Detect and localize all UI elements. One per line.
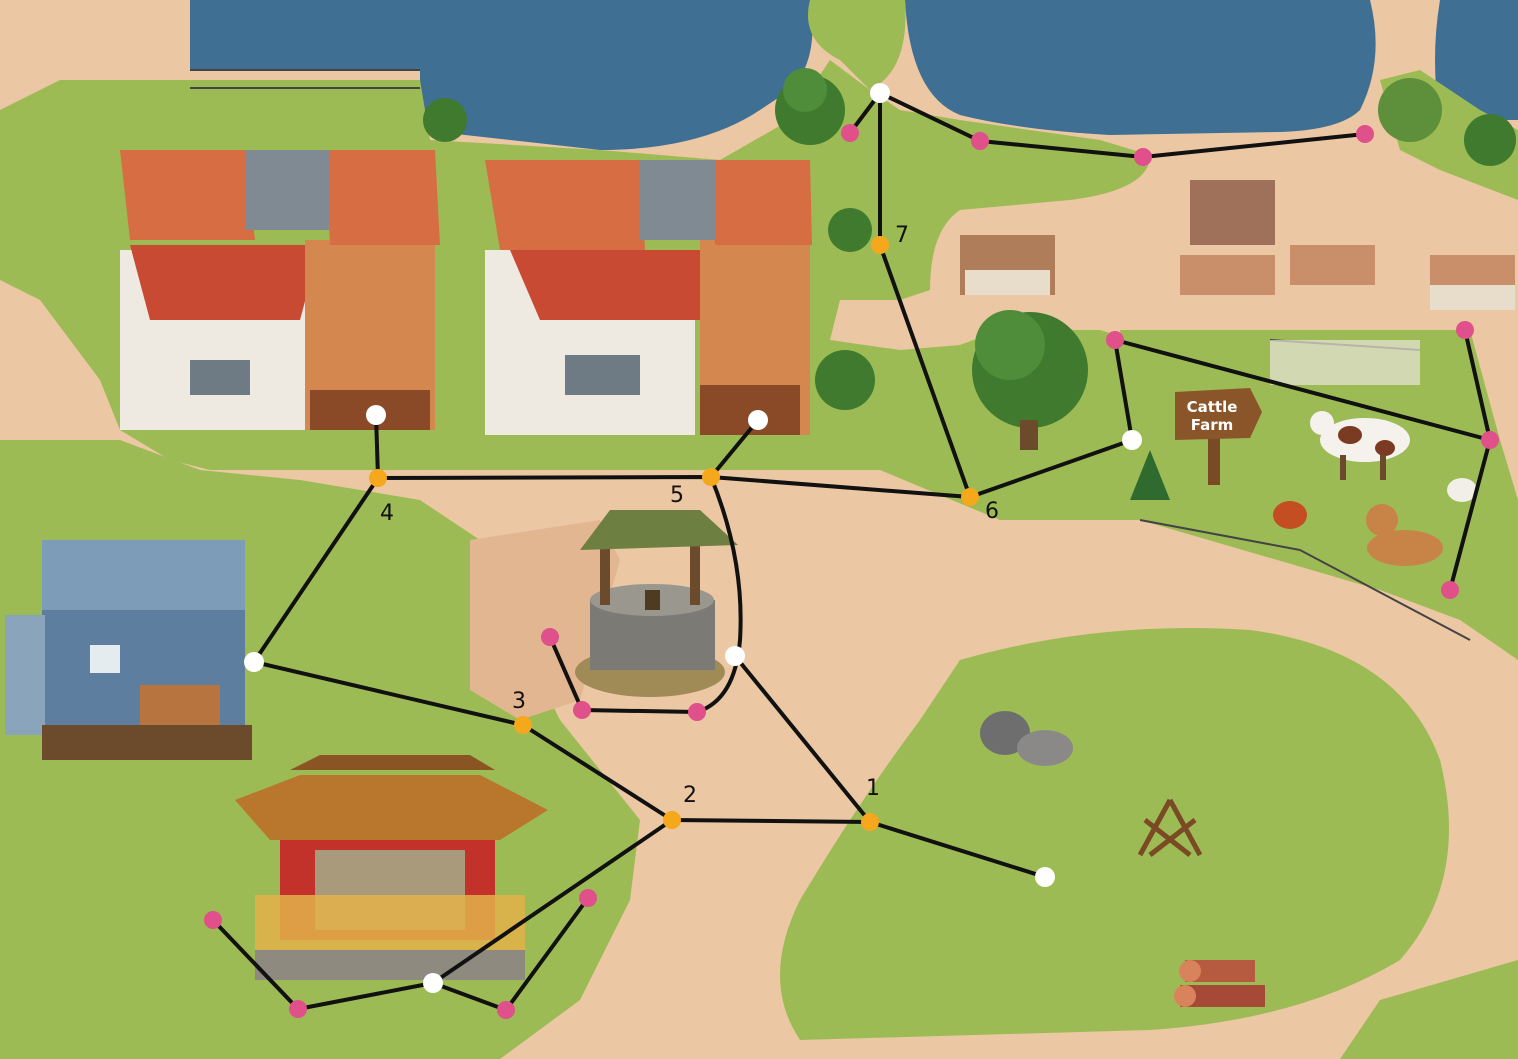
waypoint-pink[interactable] xyxy=(1356,125,1374,143)
waypoint-white[interactable] xyxy=(423,973,443,993)
waypoint-white[interactable] xyxy=(366,405,386,425)
waypoint-pink[interactable] xyxy=(573,701,591,719)
cow-icon xyxy=(1310,411,1410,480)
waypoint-pink[interactable] xyxy=(1456,321,1474,339)
waypoint-white[interactable] xyxy=(1122,430,1142,450)
waypoint-pink[interactable] xyxy=(497,1001,515,1019)
node-label-1: 1 xyxy=(866,776,880,801)
node-label-2: 2 xyxy=(683,783,697,808)
waypoint-2[interactable] xyxy=(663,811,681,829)
waypoint-6[interactable] xyxy=(961,488,979,506)
node-label-6: 6 xyxy=(985,499,999,524)
tree-icon xyxy=(423,68,1516,500)
waypoint-pink[interactable] xyxy=(204,911,222,929)
waypoint-pink[interactable] xyxy=(541,628,559,646)
rock-icon xyxy=(980,711,1073,766)
waypoint-4[interactable] xyxy=(369,469,387,487)
node-label-7: 7 xyxy=(895,223,909,248)
water-area xyxy=(190,0,1518,150)
chicken-icon xyxy=(1273,478,1477,529)
waypoint-pink[interactable] xyxy=(1106,331,1124,349)
waypoints xyxy=(204,83,1499,1019)
log-pile-icon xyxy=(1174,960,1265,1007)
waypoint-white[interactable] xyxy=(244,652,264,672)
waypoint-white[interactable] xyxy=(1035,867,1055,887)
node-labels: 1 2 3 4 5 6 7 xyxy=(380,223,999,808)
waypoint-3[interactable] xyxy=(514,716,532,734)
waypoint-pink[interactable] xyxy=(971,132,989,150)
well-icon xyxy=(575,510,738,697)
waypoint-pink[interactable] xyxy=(1441,581,1459,599)
waypoint-pink[interactable] xyxy=(579,889,597,907)
node-label-4: 4 xyxy=(380,501,394,526)
waypoint-pink[interactable] xyxy=(289,1000,307,1018)
campfire-icon xyxy=(1137,798,1203,857)
waypoint-5[interactable] xyxy=(702,468,720,486)
sign-text-line2: Farm xyxy=(1191,416,1234,434)
waypoint-pink[interactable] xyxy=(688,703,706,721)
route-lines xyxy=(211,91,1492,1012)
sign-text-line1: Cattle xyxy=(1187,398,1238,416)
waypoint-1[interactable] xyxy=(861,813,879,831)
pagoda-icon xyxy=(235,755,548,980)
barn-icon xyxy=(960,180,1515,385)
bull-icon xyxy=(1366,504,1443,566)
node-label-5: 5 xyxy=(670,483,684,508)
node-label-3: 3 xyxy=(512,689,526,714)
waypoint-7[interactable] xyxy=(871,236,889,254)
house-icon xyxy=(5,150,812,760)
waypoint-pink[interactable] xyxy=(1134,148,1152,166)
waypoint-pink[interactable] xyxy=(1481,431,1499,449)
waypoint-white[interactable] xyxy=(748,410,768,430)
waypoint-pink[interactable] xyxy=(841,124,859,142)
waypoint-white[interactable] xyxy=(725,646,745,666)
waypoint-white[interactable] xyxy=(870,83,890,103)
sign-icon: Cattle Farm xyxy=(1175,388,1262,485)
